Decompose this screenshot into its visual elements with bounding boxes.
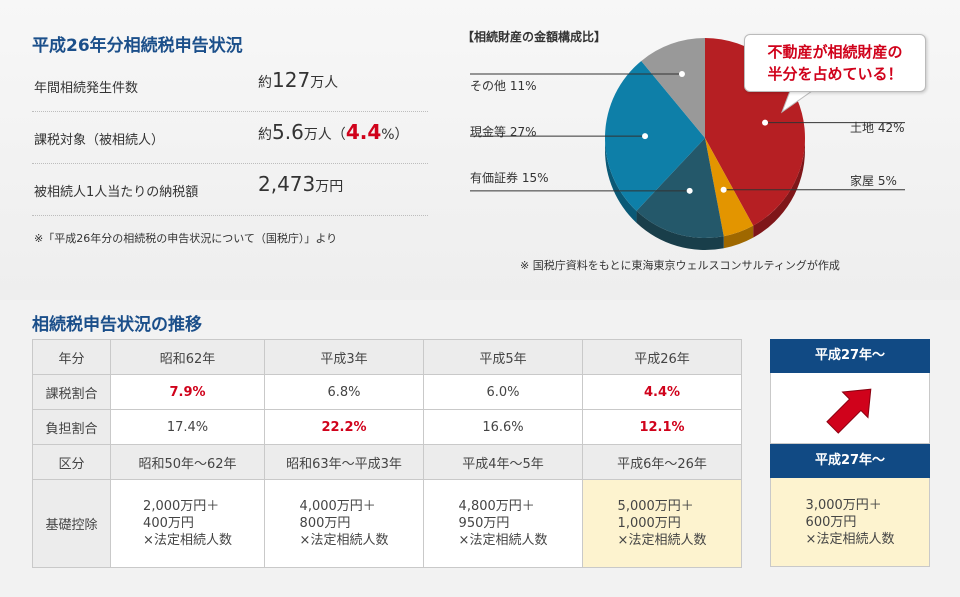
stat-label: 被相続人1人当たりの納税額 (34, 185, 199, 200)
table-cell: 6.8% (264, 374, 424, 410)
leader-dot-有価証券 (686, 187, 693, 194)
row-header: 基礎控除 (32, 479, 111, 568)
pie-slice-その他 (641, 38, 705, 138)
pie-title: 【相続財産の金額構成比】 (462, 30, 607, 44)
pie-slice-現金等 (605, 60, 705, 211)
header-cell: 昭和63年～平成3年 (264, 444, 424, 480)
leader-dot-現金等 (642, 133, 649, 140)
table-cell: 12.1% (582, 409, 742, 445)
future-head: 平成27年～ (770, 339, 930, 373)
table-row: 年分 昭和62年 平成3年 平成5年 平成26年 (32, 339, 742, 375)
table-cell: 17.4% (110, 409, 265, 445)
pie-side-有価証券 (636, 210, 724, 251)
pie-slice-家屋 (705, 138, 754, 237)
pie-source-note: ※ 国税庁資料をもとに東海東京ウェルスコンサルティングが作成 (520, 259, 840, 272)
pie-label-land: 土地 42% (850, 121, 905, 135)
pie-side-家屋 (723, 225, 754, 249)
stat-label: 年間相続発生件数 (34, 81, 139, 96)
stat-row-tax-per-person: 被相続人1人当たりの納税額 2,473万円 (32, 164, 428, 216)
table-cell: 4.4% (582, 374, 742, 410)
callout-line2: 半分を占めている！ (767, 65, 903, 83)
leader-dot-土地 (762, 119, 769, 126)
table-row: 負担割合 17.4% 22.2% 16.6% 12.1% (32, 409, 742, 445)
pie-label-cash: 現金等 27% (470, 125, 537, 139)
row-header: 課税割合 (32, 374, 111, 410)
stat-value: 約5.6万人（4.4%） (258, 120, 409, 144)
stat-label: 課税対象（被相続人） (34, 133, 165, 148)
header-cell: 年分 (32, 339, 111, 375)
summary-title: 平成26年分相続税申告状況 (32, 36, 243, 56)
header-cell: 平成3年 (264, 339, 424, 375)
table-row: 基礎控除 2,000万円＋ 400万円 ×法定相続人数 4,000万円＋ 800万円 ×… (32, 479, 742, 568)
header-cell: 平成6年～26年 (582, 444, 742, 480)
table-cell: 16.6% (423, 409, 583, 445)
pie-label-securities: 有価証券 15% (470, 171, 549, 185)
pie-side-現金等 (605, 138, 637, 223)
summary-note: ※「平成26年分の相続税の申告状況について（国税庁）」より (34, 232, 338, 245)
deduction-cell: 5,000万円＋ 1,000万円 ×法定相続人数 (582, 479, 742, 568)
header-cell: 平成26年 (582, 339, 742, 375)
stat-value: 2,473万円 (258, 172, 344, 196)
history-title: 相続税申告状況の推移 (32, 315, 202, 335)
header-cell: 昭和50年～62年 (110, 444, 265, 480)
stat-value: 約127万人 (258, 68, 339, 92)
future-deduction: 3,000万円＋ 600万円 ×法定相続人数 (770, 478, 930, 567)
future-arrow-area (770, 373, 930, 444)
deduction-cell: 2,000万円＋ 400万円 ×法定相続人数 (110, 479, 265, 568)
table-cell: 6.0% (423, 374, 583, 410)
header-cell: 平成4年～5年 (423, 444, 583, 480)
stat-row-cases: 年間相続発生件数 約127万人 (32, 60, 428, 112)
up-right-arrow-icon (826, 388, 872, 434)
deduction-cell: 4,800万円＋ 950万円 ×法定相続人数 (423, 479, 583, 568)
pie-label-house: 家屋 5% (850, 174, 897, 188)
future-box-top: 平成27年～ (770, 339, 930, 444)
table-cell: 7.9% (110, 374, 265, 410)
table-row: 課税割合 7.9% 6.8% 6.0% 4.4% (32, 374, 742, 410)
header-cell: 平成5年 (423, 339, 583, 375)
table-cell: 22.2% (264, 409, 424, 445)
history-table: 年分 昭和62年 平成3年 平成5年 平成26年 課税割合 7.9% 6.8% … (32, 339, 742, 568)
header-cell: 区分 (32, 444, 111, 480)
row-header: 負担割合 (32, 409, 111, 445)
leader-dot-その他 (678, 71, 685, 78)
leader-dot-家屋 (720, 186, 727, 193)
pie-label-other: その他 11% (470, 79, 537, 93)
callout-bubble: 不動産が相続財産の 半分を占めている！ (744, 34, 926, 92)
table-row: 区分 昭和50年～62年 昭和63年～平成3年 平成4年～5年 平成6年～26年 (32, 444, 742, 480)
deduction-cell: 4,000万円＋ 800万円 ×法定相続人数 (264, 479, 424, 568)
future-head: 平成27年～ (770, 444, 930, 478)
future-box-bottom: 平成27年～ 3,000万円＋ 600万円 ×法定相続人数 (770, 444, 930, 567)
stat-row-taxable: 課税対象（被相続人） 約5.6万人（4.4%） (32, 112, 428, 164)
pie-side-土地 (753, 138, 805, 238)
pie-slice-有価証券 (636, 138, 724, 238)
callout-line1: 不動産が相続財産の (767, 43, 903, 61)
header-cell: 昭和62年 (110, 339, 265, 375)
